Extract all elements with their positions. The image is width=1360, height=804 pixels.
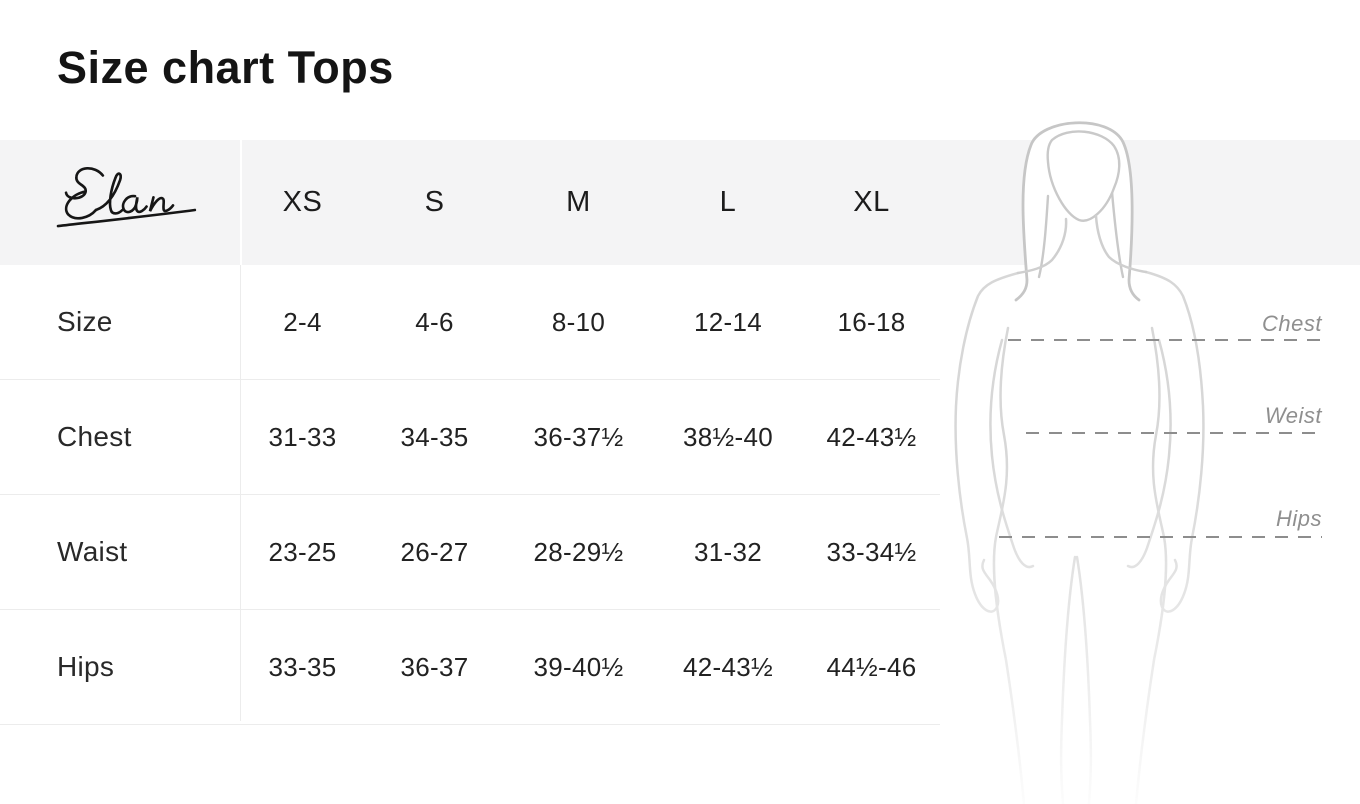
table-cell: 31-33 [268,421,337,452]
table-cell: 38½-40 [683,421,773,452]
column-header-xs: XS [282,186,323,218]
table-cell: 42-43½ [683,651,773,682]
table-cell: 36-37 [400,651,469,682]
column-header-l: L [719,186,737,218]
size-table-header-row: Elan XS S M L XL [0,140,940,265]
table-cell: 33-34½ [826,536,917,567]
row-label: Hips [57,651,115,682]
chest-measure-line [1008,339,1322,341]
figure-face [1046,130,1121,222]
table-row-hips: Hips 33-35 36-37 39-40½ 42-43½ 44½-46 [0,610,940,725]
body-figure-illustration [954,121,1205,804]
table-cell: 34-35 [400,421,469,452]
table-cell: 16-18 [837,306,906,337]
table-cell: 8-10 [551,306,606,337]
table-cell: 42-43½ [826,421,917,452]
table-column-divider-header [240,140,242,265]
brand-signature-icon [56,166,197,228]
table-cell: 4-6 [415,306,454,337]
table-cell: 2-4 [283,306,322,337]
body-outline [954,270,1205,804]
hips-measure-label: Hips [1275,506,1322,531]
table-cell: 44½-46 [826,651,917,682]
table-cell: 26-27 [400,536,469,567]
row-label: Waist [57,536,128,567]
waist-measure-line [1026,432,1322,434]
table-cell: 36-37½ [533,421,624,452]
table-cell: 31-32 [694,536,762,567]
table-row-size: Size 2-4 4-6 8-10 12-14 16-18 [0,265,940,380]
row-label: Size [57,306,113,337]
waist-measure-label: Weist [1264,403,1322,428]
size-table-body: Size 2-4 4-6 8-10 12-14 16-18 Chest 31-33 34-35 3… [0,265,940,725]
brand-name: Elan [0,140,1,141]
hips-measure-line [999,536,1322,538]
column-header-s: S [424,186,445,218]
table-column-divider [240,265,241,721]
column-header-xl: XL [853,186,890,218]
row-label: Chest [57,421,132,452]
page-title: Size chart Tops [57,42,394,93]
table-cell: 23-25 [268,536,337,567]
column-header-m: M [566,186,591,218]
brand-logo-cell: Elan [0,140,240,265]
table-cell: 33-35 [268,651,337,682]
table-row-chest: Chest 31-33 34-35 36-37½ 38½-40 42-43½ [0,380,940,495]
table-row-waist: Waist 23-25 26-27 28-29½ 31-32 33-34½ [0,495,940,610]
table-cell: 39-40½ [533,651,624,682]
table-cell: 28-29½ [533,536,624,567]
table-cell: 12-14 [694,306,762,337]
chest-measure-label: Chest [1262,311,1322,336]
